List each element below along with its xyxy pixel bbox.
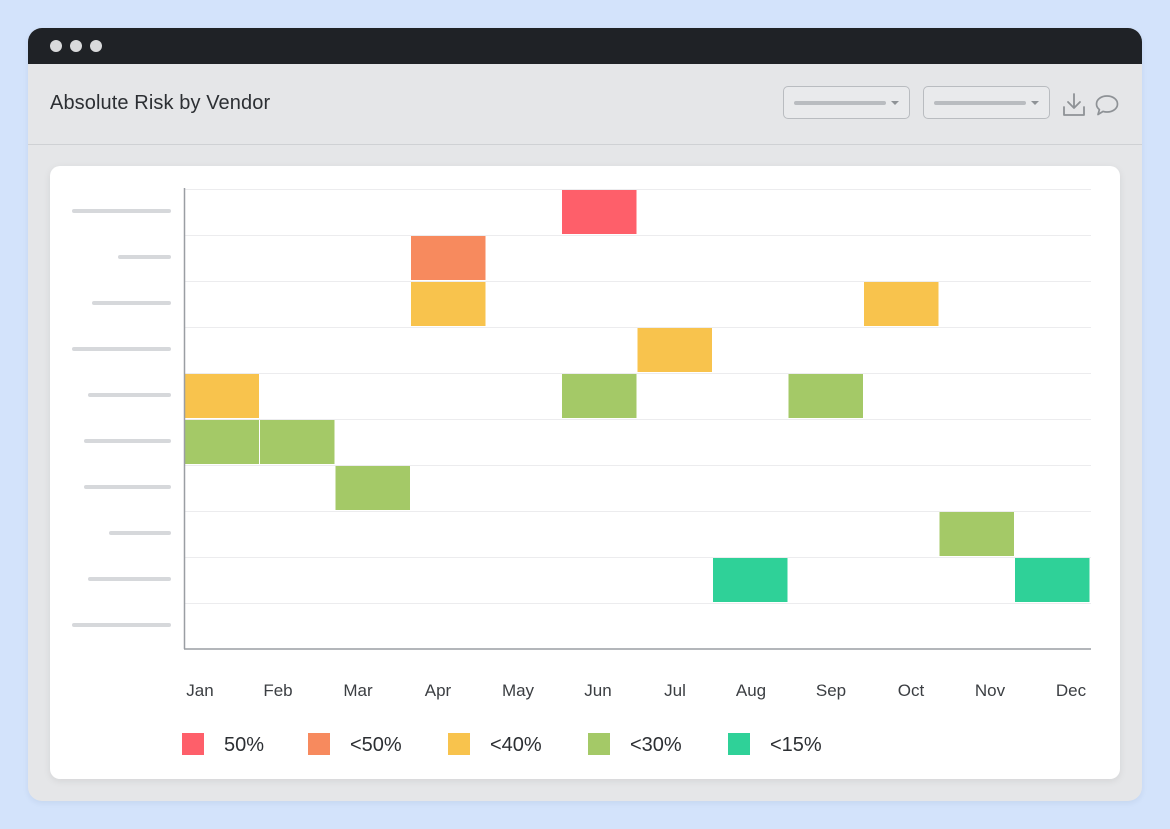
- x-tick-label: Dec: [1056, 681, 1087, 700]
- vendor-label-placeholder: [88, 393, 171, 397]
- heatmap-cell[interactable]: [788, 374, 864, 418]
- x-tick-label: Feb: [263, 681, 292, 700]
- risk-heatmap: Jan Feb Mar Apr May Jun Jul Aug Sep Oct Nov Dec 50% <…: [72, 188, 1091, 756]
- vendor-label-placeholder: [72, 347, 171, 351]
- legend-swatch[interactable]: [588, 733, 610, 755]
- x-tick-label: Mar: [343, 681, 373, 700]
- vendor-label-placeholder: [109, 531, 171, 535]
- heatmap-cell[interactable]: [411, 282, 486, 326]
- heatmap-cell[interactable]: [184, 420, 260, 464]
- heatmap-cell[interactable]: [260, 420, 335, 464]
- heatmap-cell[interactable]: [713, 558, 788, 602]
- x-tick-label: Nov: [975, 681, 1006, 700]
- vendor-label-placeholder: [92, 301, 171, 305]
- heatmap-cell[interactable]: [335, 466, 411, 510]
- legend-swatch[interactable]: [728, 733, 750, 755]
- legend-swatch[interactable]: [182, 733, 204, 755]
- filter-dropdown-2[interactable]: [923, 86, 1050, 119]
- vendor-label-placeholder: [84, 485, 171, 489]
- dropdown-placeholder-bar: [934, 101, 1026, 105]
- window-control-dot[interactable]: [90, 40, 102, 52]
- x-tick-label: May: [502, 681, 535, 700]
- app-window: Absolute Risk by Vendor Jan Feb Mar Apr May J…: [28, 28, 1142, 801]
- legend-label[interactable]: <30%: [630, 734, 682, 756]
- download-icon[interactable]: [1062, 92, 1086, 123]
- x-tick-label: Jan: [186, 681, 213, 700]
- legend-label[interactable]: 50%: [224, 734, 264, 756]
- x-tick-label: Jul: [664, 681, 686, 700]
- x-tick-label: Aug: [736, 681, 766, 700]
- filter-dropdown-1[interactable]: [783, 86, 910, 119]
- legend-swatch[interactable]: [308, 733, 330, 755]
- heatmap-cell[interactable]: [562, 190, 637, 234]
- heatmap-cell[interactable]: [864, 282, 939, 326]
- heatmap-cell[interactable]: [184, 374, 260, 418]
- x-tick-label: Apr: [425, 681, 452, 700]
- page-header: Absolute Risk by Vendor: [28, 64, 1142, 145]
- vendor-label-placeholder: [72, 209, 171, 213]
- chevron-down-icon: [891, 101, 899, 105]
- heatmap-cell[interactable]: [411, 236, 486, 280]
- window-titlebar: [28, 28, 1142, 64]
- x-tick-label: Jun: [584, 681, 611, 700]
- heatmap-cell[interactable]: [939, 512, 1015, 556]
- vendor-label-placeholder: [118, 255, 171, 259]
- vendor-label-placeholder: [88, 577, 171, 581]
- window-control-dot[interactable]: [70, 40, 82, 52]
- vendor-label-placeholder: [72, 623, 171, 627]
- legend-swatch[interactable]: [448, 733, 470, 755]
- page-title: Absolute Risk by Vendor: [50, 92, 271, 114]
- heatmap-cell[interactable]: [562, 374, 637, 418]
- window-control-dot[interactable]: [50, 40, 62, 52]
- comment-icon[interactable]: [1094, 93, 1120, 122]
- legend-label[interactable]: <40%: [490, 734, 542, 756]
- heatmap-cell[interactable]: [1015, 558, 1090, 602]
- chevron-down-icon: [1031, 101, 1039, 105]
- chart-card: Jan Feb Mar Apr May Jun Jul Aug Sep Oct Nov Dec 50% <…: [50, 166, 1120, 779]
- vendor-label-placeholder: [84, 439, 171, 443]
- legend-label[interactable]: <15%: [770, 734, 822, 756]
- dropdown-placeholder-bar: [794, 101, 886, 105]
- x-tick-label: Sep: [816, 681, 846, 700]
- legend-label[interactable]: <50%: [350, 734, 402, 756]
- heatmap-cell[interactable]: [637, 328, 713, 372]
- x-tick-label: Oct: [898, 681, 925, 700]
